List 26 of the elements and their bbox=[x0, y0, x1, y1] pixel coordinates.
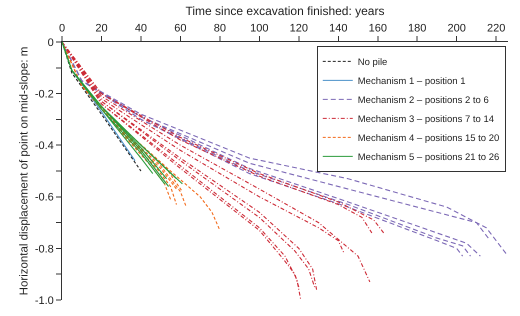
x-axis-title: Time since excavation finished: years bbox=[186, 4, 384, 18]
x-tick-label: 200 bbox=[448, 22, 466, 35]
legend-label: Mechanism 5 – positions 21 to 26 bbox=[358, 152, 500, 164]
x-tick-label: 180 bbox=[408, 22, 426, 35]
legend-label: No pile bbox=[358, 57, 388, 68]
y-tick-label: -1.0 bbox=[34, 294, 54, 307]
y-axis-title: Horizontal displacement of point on mid-slope: m bbox=[18, 46, 30, 296]
x-tick-label: 0 bbox=[58, 22, 66, 35]
x-tick-label: 140 bbox=[329, 22, 348, 35]
x-tick-label: 60 bbox=[174, 22, 187, 35]
y-tick-label: -0.4 bbox=[34, 140, 54, 152]
legend-label: Mechanism 2 – positions 2 to 6 bbox=[358, 95, 489, 106]
x-tick-label: 40 bbox=[134, 22, 148, 35]
y-tick-label: 0 bbox=[48, 36, 54, 49]
x-tick-label: 20 bbox=[95, 22, 108, 35]
y-tick-label: -0.8 bbox=[34, 243, 54, 256]
legend-label: Mechanism 3 – positions 7 to 14 bbox=[358, 114, 494, 126]
x-tick-label: 220 bbox=[486, 22, 506, 35]
y-tick-label: -0.2 bbox=[34, 88, 54, 100]
x-tick-label: 160 bbox=[368, 22, 387, 35]
legend-label: Mechanism 1 – position 1 bbox=[358, 76, 466, 88]
legend-label: Mechanism 4 – positions 15 to 20 bbox=[358, 133, 500, 144]
x-tick-label: 80 bbox=[214, 22, 226, 35]
y-tick-label: -0.6 bbox=[34, 192, 54, 204]
x-tick-label: 100 bbox=[250, 22, 269, 35]
x-tick-label: 120 bbox=[290, 22, 308, 35]
